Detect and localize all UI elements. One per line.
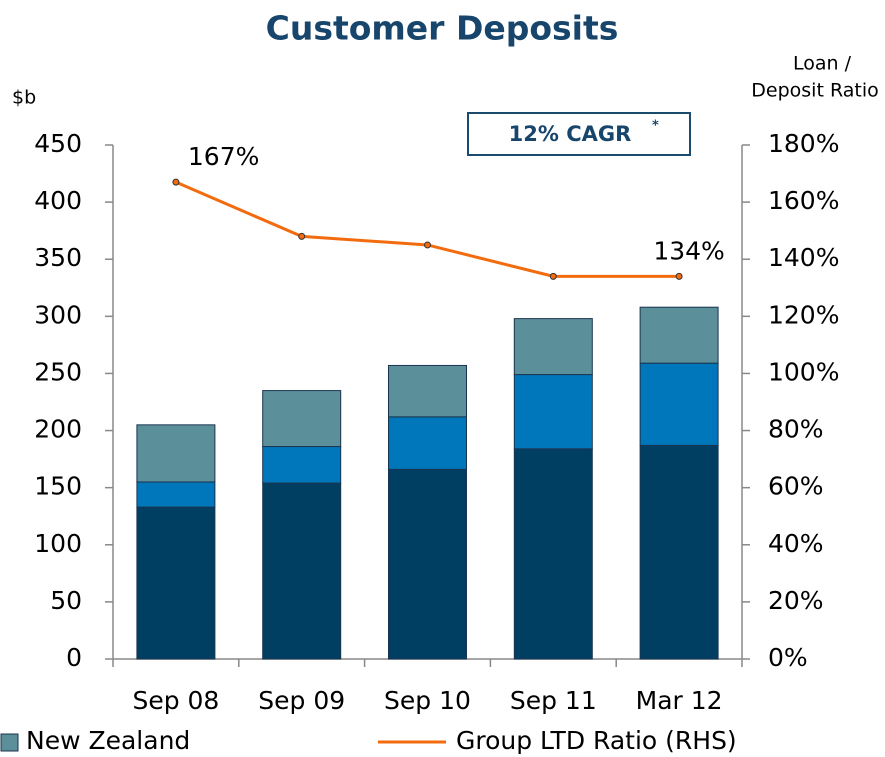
bar-segment <box>388 468 467 660</box>
bar-segment <box>513 318 593 376</box>
bar-segment <box>262 482 342 660</box>
legend-label: Group LTD Ratio (RHS) <box>456 726 737 755</box>
bar-segment <box>639 362 719 446</box>
bar-segment <box>136 506 216 660</box>
y2-tick-label: 120% <box>768 300 839 329</box>
y2-axis-label: Loan / <box>793 53 852 75</box>
bar-segment <box>262 390 342 448</box>
bar-segment <box>639 444 719 660</box>
line-marker <box>298 232 306 240</box>
y-tick-label: 250 <box>34 357 82 386</box>
y-tick-label: 450 <box>34 129 82 158</box>
y-tick-label: 150 <box>34 472 82 501</box>
y-tick-label: 350 <box>34 243 82 272</box>
bar-segment <box>513 374 593 450</box>
bar-segment <box>136 424 216 483</box>
line-marker <box>549 272 557 280</box>
y-tick-label: 100 <box>34 529 82 558</box>
legend-swatch <box>0 733 19 752</box>
legend-label: New Zealand <box>26 726 190 755</box>
y2-tick-label: 20% <box>768 586 824 615</box>
line-marker <box>424 241 431 249</box>
chart-title: Customer Deposits <box>266 9 619 48</box>
y2-tick-label: 60% <box>768 472 824 501</box>
line <box>175 180 680 278</box>
y2-tick-label: 40% <box>768 529 824 558</box>
annotation: 12% CAGR <box>509 122 632 146</box>
data-label: 134% <box>653 236 724 265</box>
x-tick-label: Sep 09 <box>258 686 345 715</box>
x-tick-label: Mar 12 <box>636 686 723 715</box>
y-tick-label: 200 <box>34 415 82 444</box>
line-marker <box>675 272 683 280</box>
annotation-box <box>467 112 691 156</box>
y-tick-label: 0 <box>66 643 82 672</box>
y2-tick-label: 140% <box>768 243 839 272</box>
y-tick-label: 300 <box>34 300 82 329</box>
y-tick-label: 50 <box>50 586 82 615</box>
x-tick-label: Sep 08 <box>132 686 219 715</box>
y2-axis-label: Deposit Ratio <box>751 80 878 102</box>
y2-tick-label: 80% <box>768 415 824 444</box>
line-marker <box>172 178 180 186</box>
bar-segment <box>388 416 467 470</box>
y-axis-label: $b <box>12 87 36 109</box>
y2-tick-label: 0% <box>768 643 808 672</box>
y2-tick-label: 100% <box>768 357 839 386</box>
bar-segment <box>639 306 719 364</box>
bar-segment <box>136 481 216 508</box>
y2-tick-label: 180% <box>768 129 839 158</box>
bar-segment <box>513 448 593 660</box>
annotation-sup: * <box>652 119 659 134</box>
x-tick-label: Sep 11 <box>510 686 597 715</box>
data-label: 167% <box>188 142 259 171</box>
x-tick-label: Sep 10 <box>384 686 471 715</box>
bar-segment <box>388 364 467 418</box>
y-tick-label: 400 <box>34 186 82 215</box>
y2-tick-label: 160% <box>768 186 839 215</box>
bar-segment <box>262 446 342 484</box>
